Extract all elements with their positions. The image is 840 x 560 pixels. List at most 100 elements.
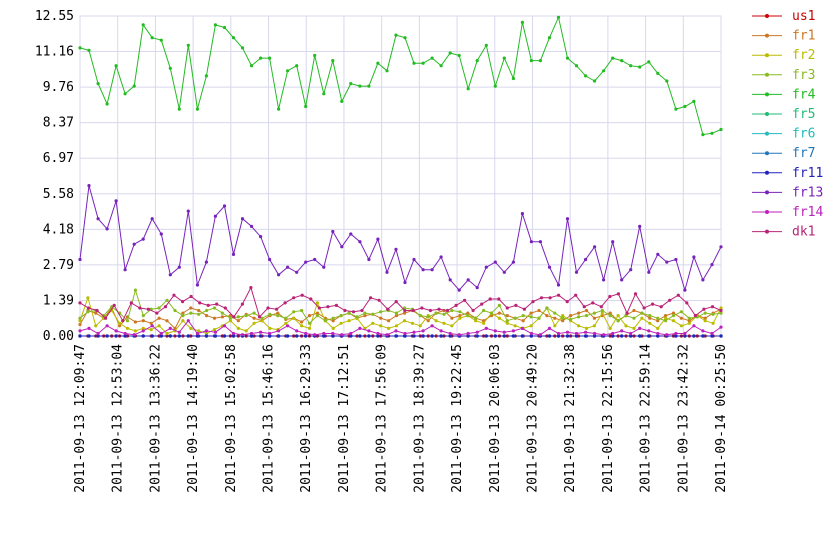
data-point [249, 64, 254, 68]
data-point [186, 209, 190, 213]
data-point [252, 316, 256, 320]
data-point [701, 329, 705, 333]
data-point [295, 64, 299, 68]
data-point [347, 319, 351, 323]
data-point [437, 307, 441, 311]
data-point [133, 329, 137, 333]
data-point [326, 305, 330, 309]
data-point [599, 305, 603, 309]
data-point [283, 301, 287, 305]
data-point [150, 217, 154, 221]
data-point [665, 333, 669, 337]
data-point [343, 308, 347, 313]
data-point [692, 324, 696, 328]
data-point [659, 305, 663, 309]
data-point [520, 212, 525, 216]
data-point [284, 321, 288, 325]
data-point [582, 305, 586, 309]
data-point [624, 324, 628, 328]
data-point [86, 310, 90, 314]
data-point [177, 107, 181, 111]
data-point [165, 298, 169, 302]
data-point [295, 329, 299, 333]
series-layer [78, 15, 723, 338]
data-point [574, 331, 579, 336]
data-point [231, 331, 236, 336]
legend-swatch-marker [765, 112, 769, 116]
data-point [602, 333, 606, 337]
data-point [420, 306, 424, 310]
data-point [719, 334, 723, 338]
data-point [403, 36, 407, 40]
data-point [78, 257, 82, 262]
data-point [249, 334, 254, 338]
data-point [363, 314, 367, 318]
x-tick-label: 2011-09-13 12:09:47 [73, 344, 88, 493]
legend-item-fr2: fr2 [752, 48, 815, 63]
data-point [616, 319, 620, 323]
data-point [284, 316, 288, 320]
legend-item-fr14: fr14 [752, 205, 823, 220]
data-point [561, 319, 565, 323]
data-point [656, 334, 660, 338]
data-point [647, 270, 651, 274]
data-point [232, 315, 236, 319]
data-point [259, 334, 263, 338]
data-point [259, 330, 263, 334]
data-point [592, 324, 597, 328]
data-point [687, 321, 691, 325]
data-point [648, 314, 652, 318]
data-point [78, 319, 82, 323]
data-point [710, 131, 714, 135]
legend-label: fr6 [792, 127, 815, 142]
data-point [132, 84, 136, 88]
data-point [475, 286, 479, 290]
data-point [240, 302, 244, 306]
data-point [701, 133, 705, 137]
data-point [458, 316, 462, 320]
data-point [86, 306, 91, 310]
data-point [547, 36, 552, 40]
data-point [502, 330, 506, 334]
y-tick-label: 5.58 [43, 187, 74, 202]
data-point [454, 303, 458, 307]
data-point [664, 314, 668, 318]
data-point [222, 334, 227, 338]
data-point [367, 84, 371, 88]
data-point [168, 326, 172, 330]
data-point [539, 296, 544, 300]
data-point [268, 312, 272, 316]
data-point [445, 308, 450, 313]
data-point [625, 311, 629, 315]
data-point [204, 329, 208, 333]
data-point [651, 302, 655, 306]
data-point [96, 331, 100, 336]
data-point [593, 245, 597, 249]
data-point [529, 59, 534, 63]
data-point [292, 310, 296, 314]
data-point [439, 64, 443, 68]
data-point [205, 314, 209, 318]
data-point [547, 334, 552, 338]
data-point [493, 329, 497, 333]
data-point [112, 303, 116, 307]
data-point [412, 61, 416, 65]
data-point [195, 283, 199, 287]
data-point [236, 315, 240, 319]
data-point [157, 324, 161, 328]
data-point [376, 331, 380, 336]
data-point [195, 331, 199, 336]
data-point [150, 324, 154, 328]
data-point [349, 232, 353, 236]
data-point [240, 217, 245, 221]
data-point [351, 310, 356, 314]
data-point [376, 334, 380, 338]
data-point [493, 260, 497, 264]
data-point [240, 333, 245, 337]
data-point [471, 308, 475, 313]
data-point [448, 278, 452, 282]
series-line-fr4 [79, 15, 722, 136]
data-point [121, 319, 125, 323]
data-point [616, 314, 620, 318]
data-point [367, 257, 371, 262]
